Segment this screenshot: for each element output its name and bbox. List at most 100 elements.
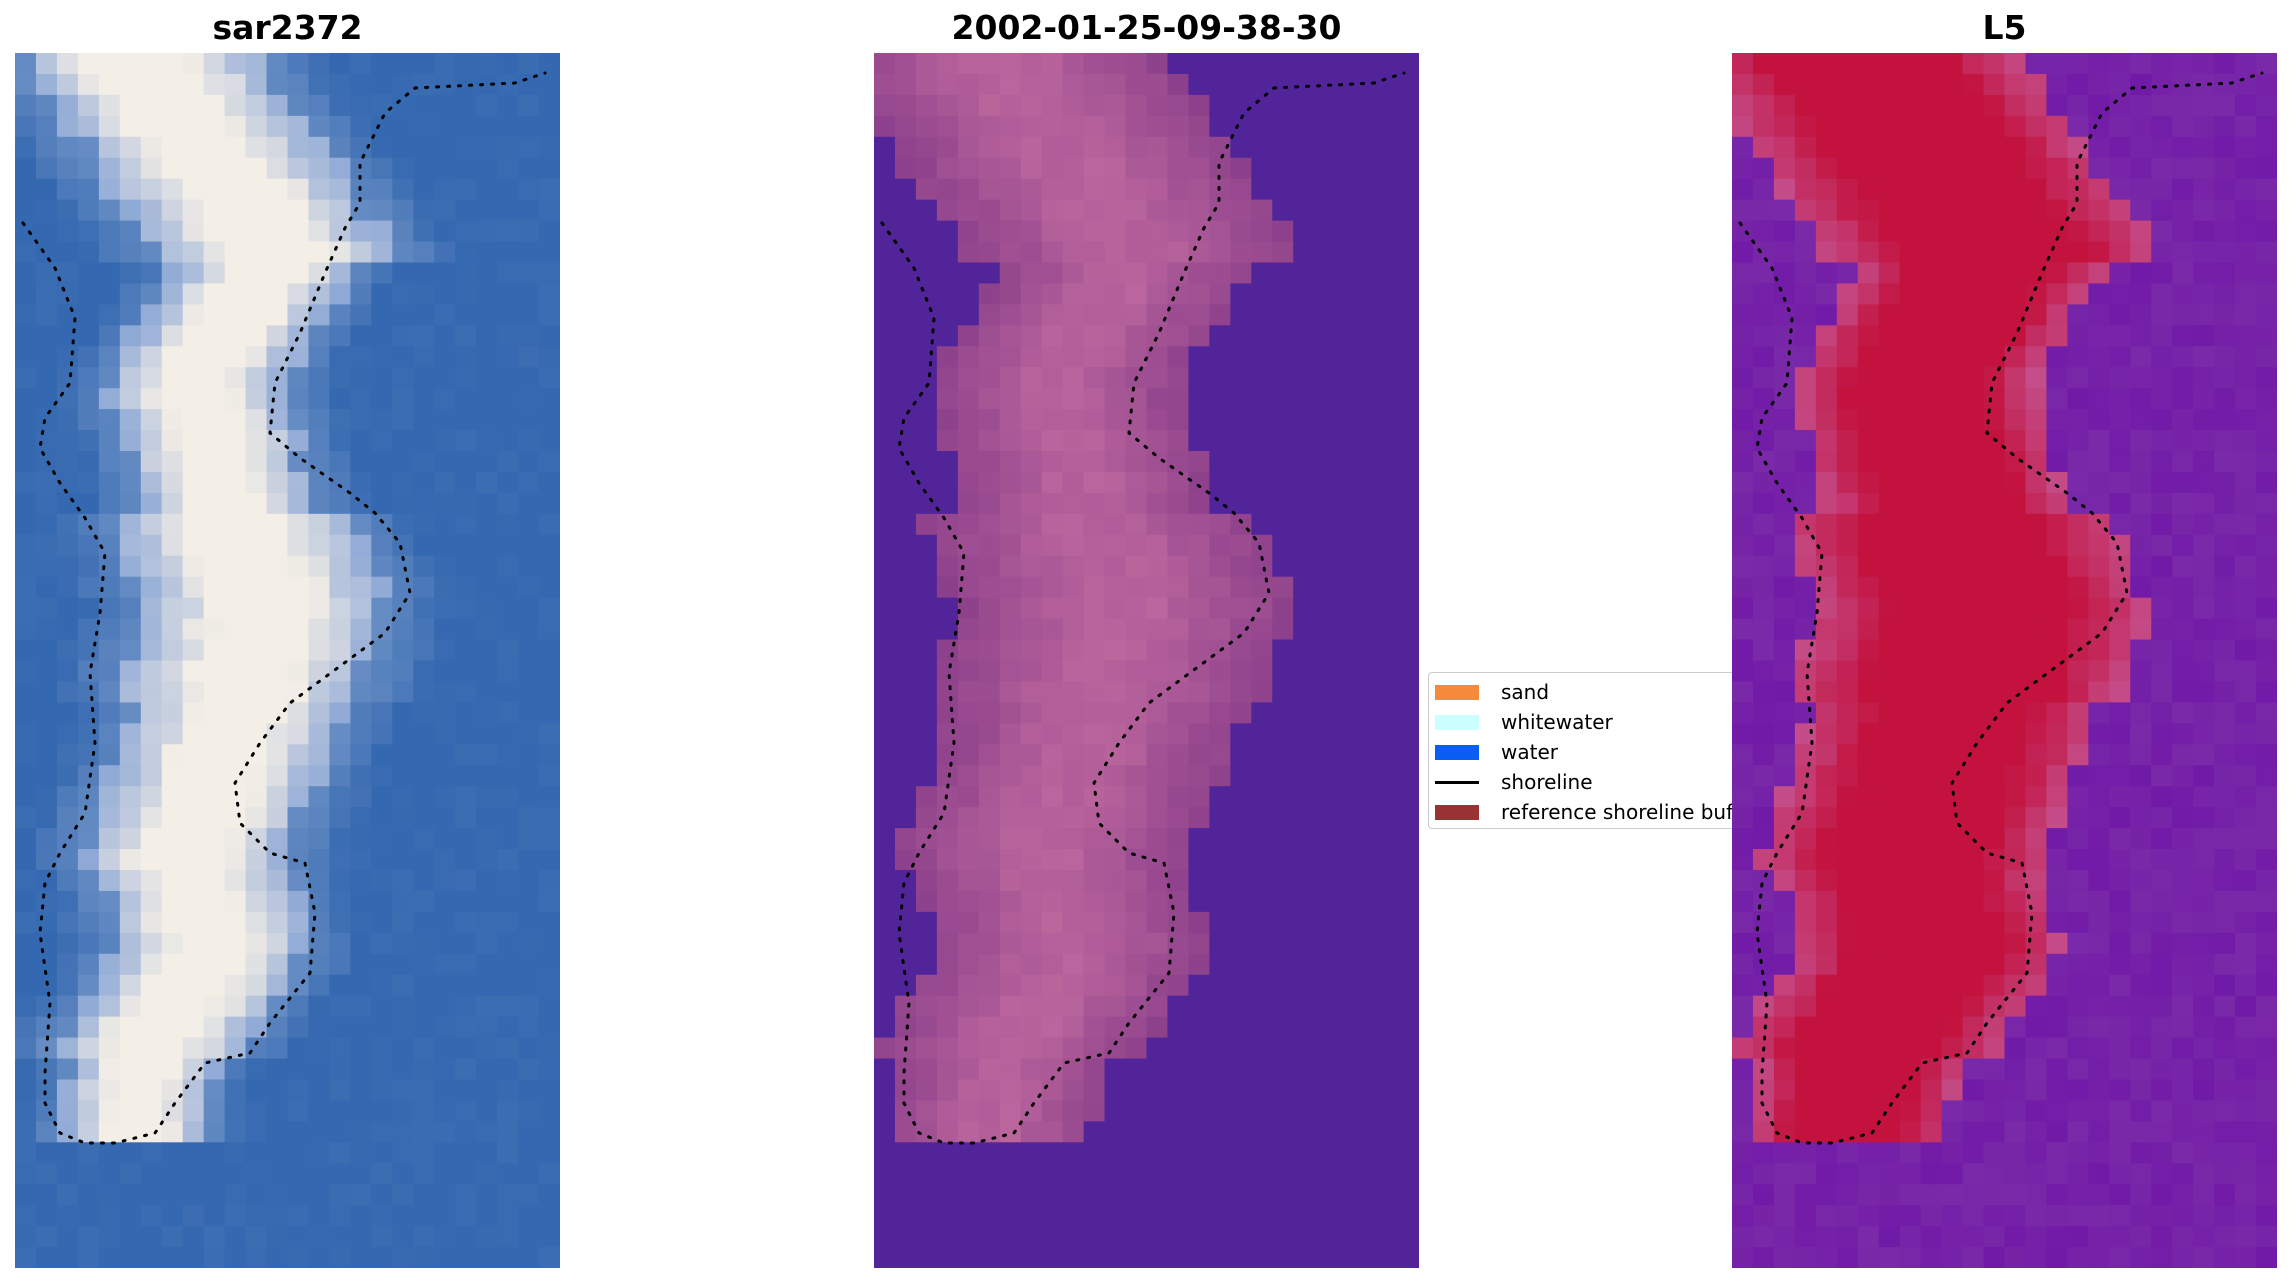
raster-pixel — [455, 451, 477, 473]
raster-pixel — [2256, 1205, 2277, 1227]
raster-pixel — [1857, 1121, 1880, 1143]
raster-pixel — [1146, 1205, 1169, 1227]
raster-pixel — [2151, 576, 2173, 599]
raster-pixel — [1794, 974, 1817, 997]
raster-pixel — [1314, 1247, 1336, 1268]
raster-pixel — [1125, 1100, 1148, 1122]
raster-pixel — [2109, 220, 2131, 243]
raster-pixel — [1836, 534, 1859, 557]
raster-pixel — [2130, 388, 2152, 410]
raster-pixel — [2172, 639, 2194, 662]
raster-pixel — [392, 1142, 414, 1164]
raster-pixel — [2214, 241, 2236, 264]
raster-pixel — [1335, 346, 1357, 368]
raster-pixel — [2193, 786, 2215, 808]
raster-pixel — [1020, 681, 1043, 703]
raster-pixel — [1146, 953, 1169, 976]
raster-pixel — [957, 1142, 980, 1164]
raster-pixel — [957, 409, 980, 431]
raster-pixel — [2130, 262, 2152, 285]
raster-pixel — [2256, 262, 2277, 285]
raster-pixel — [1815, 1226, 1838, 1248]
raster-pixel — [1293, 1184, 1315, 1206]
raster-pixel — [224, 178, 247, 201]
raster-pixel — [245, 471, 268, 494]
raster-pixel — [245, 555, 268, 578]
raster-pixel — [434, 53, 456, 75]
raster-pixel — [957, 1016, 980, 1039]
raster-pixel — [1083, 765, 1106, 787]
raster-pixel — [119, 1037, 142, 1060]
raster-pixel — [392, 911, 414, 934]
raster-pixel — [1104, 639, 1127, 662]
raster-pixel — [15, 869, 37, 892]
raster-pixel — [936, 618, 959, 641]
raster-pixel — [434, 262, 456, 285]
raster-pixel — [2004, 597, 2027, 620]
raster-pixel — [1941, 283, 1964, 305]
raster-pixel — [35, 995, 58, 1018]
raster-pixel — [119, 262, 142, 285]
raster-pixel — [287, 744, 310, 766]
raster-pixel — [1398, 346, 1419, 368]
raster-pixel — [2235, 765, 2257, 787]
raster-pixel — [518, 932, 540, 955]
raster-pixel — [1062, 1100, 1085, 1122]
raster-pixel — [1983, 1184, 2006, 1206]
raster-pixel — [1209, 199, 1231, 222]
raster-pixel — [1983, 953, 2006, 976]
raster-pixel — [371, 911, 393, 934]
raster-pixel — [1794, 911, 1817, 934]
raster-pixel — [140, 744, 163, 766]
raster-pixel — [434, 1016, 456, 1039]
raster-pixel — [56, 492, 79, 515]
raster-pixel — [894, 744, 917, 766]
raster-pixel — [936, 807, 959, 829]
raster-pixel — [371, 890, 393, 913]
raster-pixel — [350, 953, 372, 976]
raster-pixel — [1104, 890, 1127, 913]
raster-pixel — [98, 451, 121, 473]
raster-pixel — [413, 702, 435, 724]
raster-pixel — [77, 974, 100, 997]
raster-pixel — [999, 283, 1022, 305]
raster-pixel — [1251, 953, 1273, 976]
raster-pixel — [1773, 744, 1796, 766]
raster-pixel — [2088, 555, 2110, 578]
raster-pixel — [999, 660, 1022, 683]
raster-pixel — [1083, 1226, 1106, 1248]
raster-pixel — [182, 807, 205, 829]
raster-pixel — [999, 702, 1022, 724]
raster-pixel — [98, 1142, 121, 1164]
raster-pixel — [98, 471, 121, 494]
raster-pixel — [119, 346, 142, 368]
raster-pixel — [161, 932, 184, 955]
raster-pixel — [413, 220, 435, 243]
raster-pixel — [2172, 220, 2194, 243]
raster-pixel — [77, 702, 100, 724]
raster-pixel — [1752, 869, 1775, 892]
raster-pixel — [476, 534, 498, 557]
raster-pixel — [1020, 849, 1043, 871]
raster-pixel — [2067, 1226, 2089, 1248]
raster-pixel — [1104, 597, 1127, 620]
raster-pixel — [874, 492, 896, 515]
raster-pixel — [957, 262, 980, 285]
raster-pixel — [2088, 157, 2110, 180]
raster-pixel — [1272, 974, 1294, 997]
raster-pixel — [77, 304, 100, 326]
raster-pixel — [2088, 765, 2110, 787]
raster-pixel — [1941, 828, 1964, 850]
raster-pixel — [2025, 1058, 2048, 1081]
raster-pixel — [161, 534, 184, 557]
raster-pixel — [1983, 94, 2006, 117]
raster-pixel — [35, 1058, 58, 1081]
raster-pixel — [874, 513, 896, 536]
raster-pixel — [1857, 597, 1880, 620]
raster-pixel — [1293, 1016, 1315, 1039]
raster-pixel — [119, 807, 142, 829]
raster-pixel — [1983, 681, 2006, 703]
raster-pixel — [203, 744, 226, 766]
raster-pixel — [1251, 849, 1273, 871]
raster-pixel — [77, 911, 100, 934]
